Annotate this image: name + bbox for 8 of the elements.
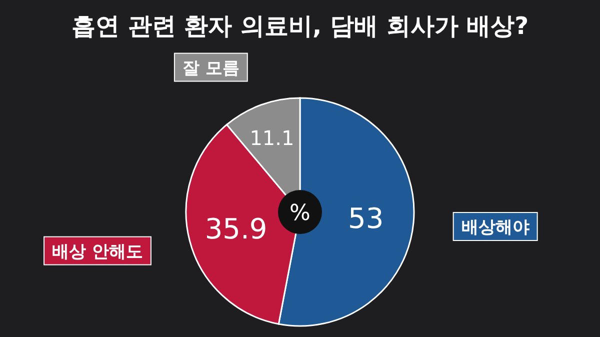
data-label: 11.1	[250, 126, 294, 150]
slice-label: 잘 모름	[182, 58, 240, 78]
data-label: 53	[348, 202, 384, 236]
text: %	[290, 201, 310, 226]
chart-title: 흡연 관련 환자 의료비, 담배 회사가 배상?	[71, 12, 529, 40]
slice-label: 배상 안해도	[52, 242, 143, 262]
data-label: 35.9	[204, 212, 268, 246]
slice-label: 배상해야	[461, 217, 530, 238]
